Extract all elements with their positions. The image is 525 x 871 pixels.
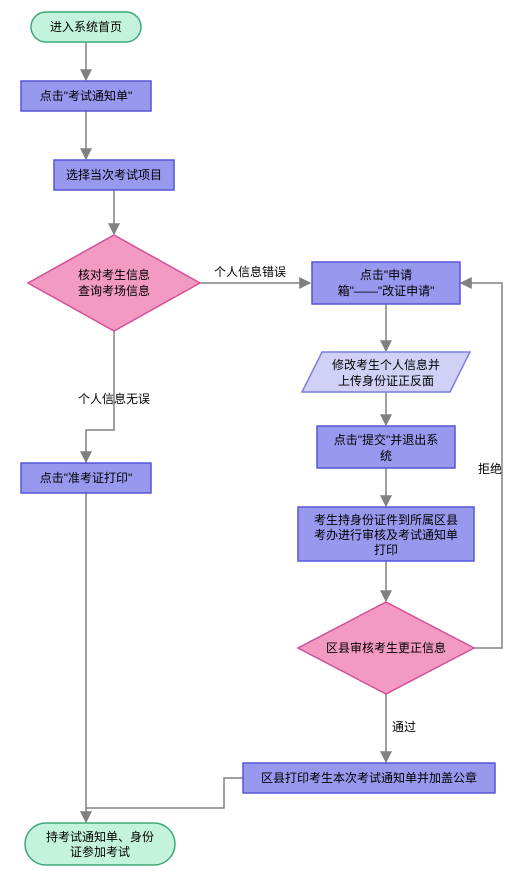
edge-label: 拒绝	[478, 461, 502, 476]
node-label: 进入系统首页	[50, 20, 122, 34]
node-label: 考生持身份证件到所属区县	[314, 512, 458, 527]
node-label: 区县审核考生更正信息	[326, 640, 446, 655]
flowchart-canvas: 个人信息错误 个人信息无误 通过 拒绝 进入系统首页 点击"考试通知单" 选择当…	[0, 0, 525, 871]
node-label: 选择当次考试项目	[66, 167, 162, 182]
node-label: 箱"——"改证申请"	[338, 283, 435, 298]
node-label: 点击"准考证打印"	[40, 471, 133, 485]
node-label: 点击"提交"并退出系	[334, 432, 439, 447]
node-label: 统	[380, 449, 392, 463]
edge	[86, 778, 243, 808]
node-label: 打印	[374, 543, 398, 557]
edge-label: 个人信息错误	[214, 264, 286, 279]
node-label: 持考试通知单、身份	[46, 829, 154, 844]
node-label: 考办进行审核及考试通知单	[314, 527, 458, 542]
node-label: 核对考生信息	[78, 267, 150, 282]
node-label: 点击"考试通知单"	[40, 88, 133, 103]
node-label: 修改考生个人信息并	[332, 357, 440, 372]
node-label: 上传身份证正反面	[338, 373, 434, 388]
edge-label: 通过	[392, 720, 416, 734]
node-label: 区县打印考生本次考试通知单并加盖公章	[261, 770, 477, 785]
node-label: 查询考场信息	[78, 283, 150, 298]
node-label: 点击"申请	[360, 268, 412, 282]
node-label: 证参加考试	[70, 844, 130, 859]
decision-node	[28, 235, 200, 331]
edge-label: 个人信息无误	[78, 391, 150, 406]
